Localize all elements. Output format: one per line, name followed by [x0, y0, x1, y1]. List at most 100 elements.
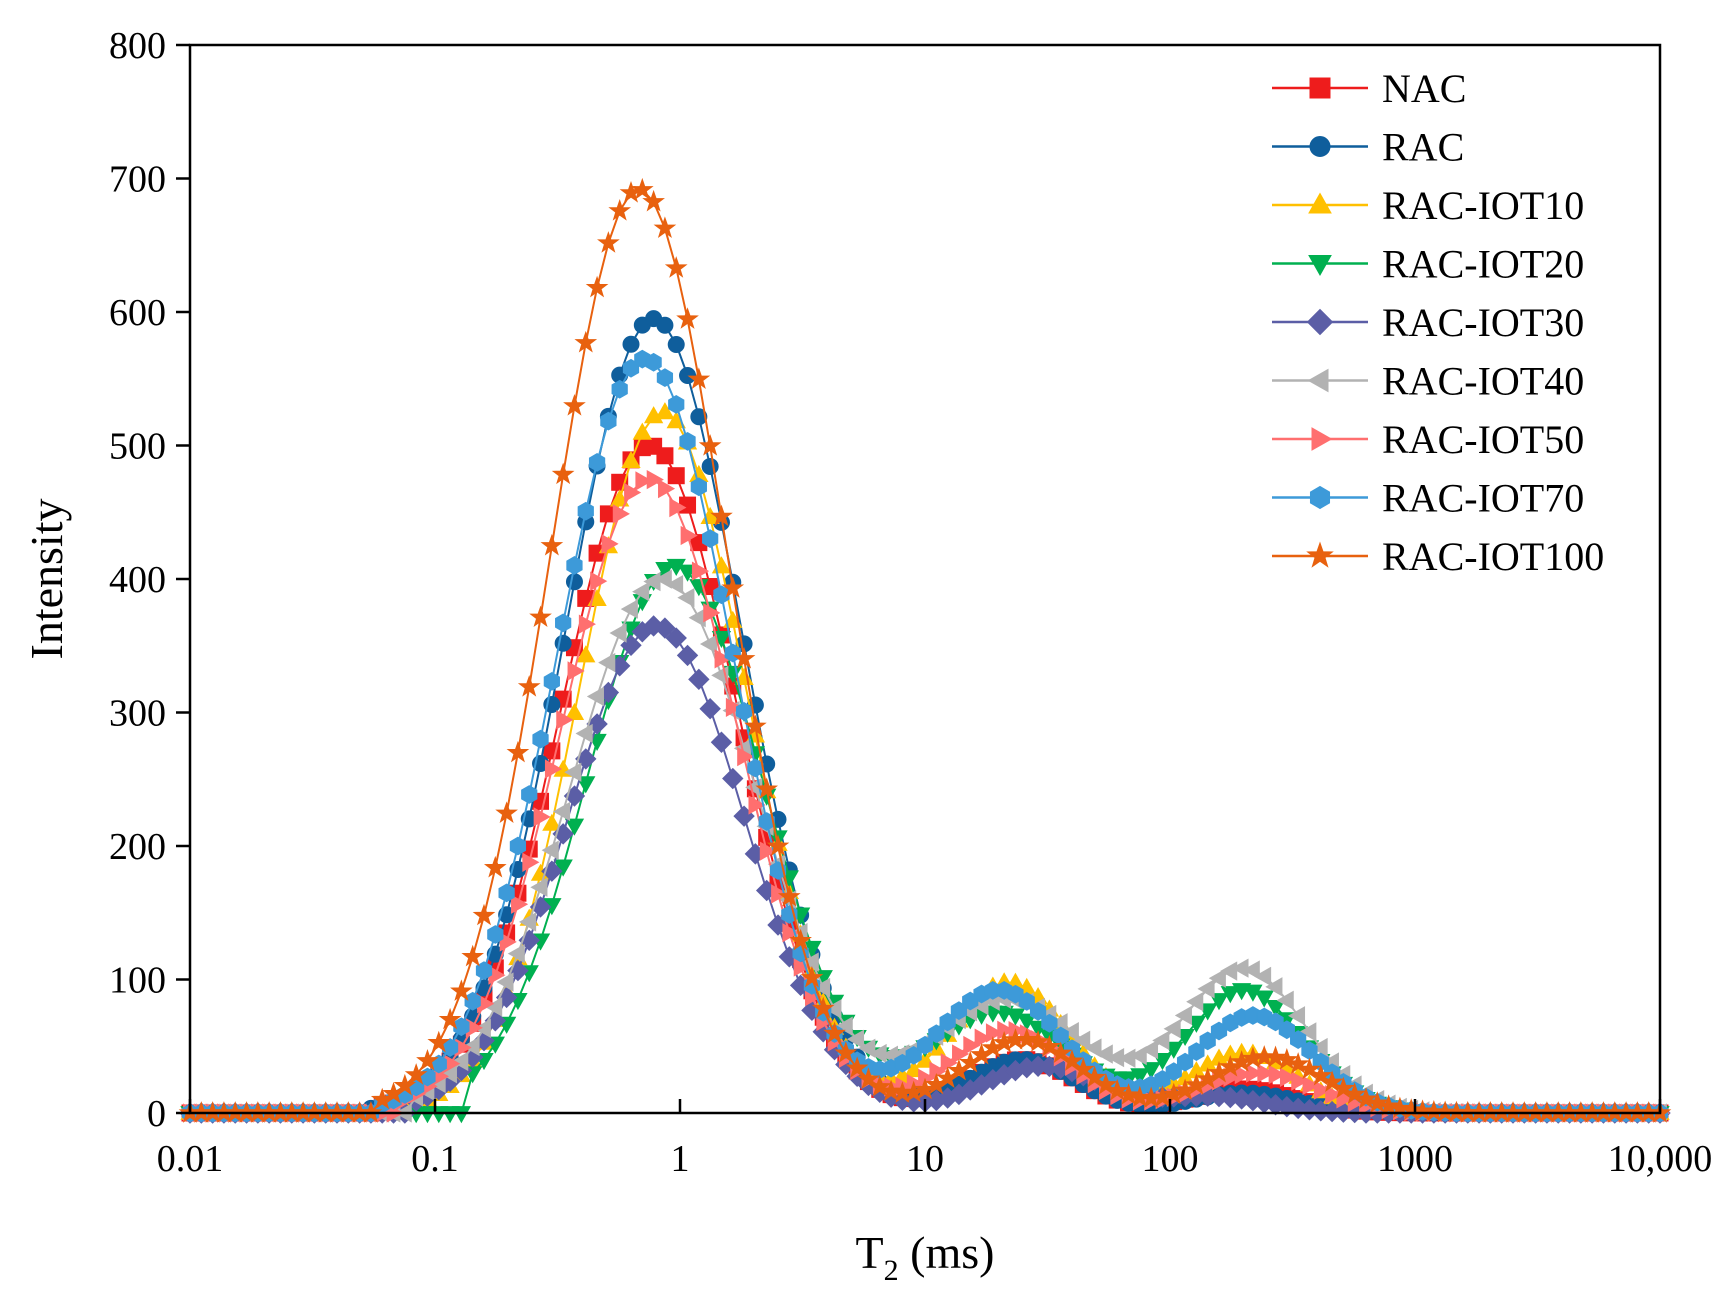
data-point — [1061, 1021, 1079, 1042]
data-point — [1290, 1030, 1307, 1049]
data-point — [609, 623, 627, 643]
axes-layer: 0 100 200 300 400 500 600 700 800 0.01 0.1 1 10 100 10… — [21, 25, 1712, 1287]
data-point — [483, 855, 507, 878]
data-point — [1152, 1053, 1173, 1071]
data-point — [666, 574, 684, 595]
data-point — [1141, 1062, 1161, 1080]
data-point — [879, 1079, 903, 1102]
data-point — [699, 698, 721, 720]
data-point — [1152, 1030, 1170, 1051]
data-point — [540, 533, 564, 556]
data-point — [521, 785, 538, 804]
data-point — [656, 316, 674, 334]
data-point — [801, 952, 819, 972]
x-tick-label: 0.1 — [411, 1138, 459, 1180]
data-point — [690, 477, 707, 497]
data-point — [732, 646, 756, 669]
x-tick-label: 100 — [1142, 1138, 1199, 1180]
x-axis-title: T2 (ms) — [856, 1227, 995, 1287]
data-point — [1198, 1003, 1218, 1021]
data-point — [1276, 990, 1294, 1010]
data-point — [1278, 1020, 1295, 1040]
data-point — [563, 394, 586, 416]
data-point — [1320, 1070, 1344, 1092]
data-point — [1265, 977, 1283, 997]
x-tick-label: 10 — [906, 1138, 944, 1180]
data-point — [667, 335, 685, 353]
data-point — [564, 702, 585, 721]
data-point — [677, 564, 698, 582]
data-point — [1209, 993, 1229, 1011]
legend-item: RAC-IOT20 — [1272, 242, 1584, 287]
data-point — [438, 1007, 462, 1030]
data-point — [498, 883, 515, 903]
x-tick-label: 1000 — [1377, 1138, 1453, 1180]
legend-marker — [1306, 308, 1334, 336]
data-point — [1026, 1030, 1050, 1052]
legend-label: RAC-IOT10 — [1382, 183, 1584, 228]
data-point — [868, 1074, 892, 1097]
data-point — [624, 482, 642, 503]
data-point — [1310, 1037, 1328, 1058]
data-point — [598, 652, 616, 673]
data-point — [608, 199, 632, 221]
data-point — [1275, 1047, 1299, 1070]
data-point — [845, 1056, 869, 1078]
data-point — [574, 330, 598, 353]
data-point — [611, 379, 628, 399]
data-point — [985, 1023, 1004, 1043]
legend-item: RAC-IOT40 — [1272, 359, 1584, 404]
data-point — [529, 605, 552, 628]
data-point — [800, 965, 824, 988]
data-point — [735, 701, 753, 721]
legend-item: RAC-IOT50 — [1272, 417, 1584, 462]
data-point — [472, 903, 496, 926]
legend-marker — [1307, 368, 1329, 393]
data-point — [556, 710, 574, 730]
data-point — [1050, 1013, 1068, 1033]
data-point — [676, 644, 699, 667]
data-point — [676, 307, 699, 329]
legend-item: RAC-IOT10 — [1272, 183, 1584, 228]
data-point — [658, 478, 676, 499]
data-point — [533, 807, 551, 827]
data-point — [755, 777, 779, 799]
data-point — [519, 912, 537, 932]
data-point — [904, 1060, 924, 1078]
data-point — [577, 501, 594, 521]
legend-label: NAC — [1382, 66, 1466, 111]
legend-item: RAC-IOT30 — [1272, 300, 1584, 345]
data-point — [1174, 1005, 1192, 1026]
data-point — [688, 668, 710, 691]
y-tick-label: 200 — [109, 826, 166, 868]
data-point — [473, 1018, 491, 1039]
data-point — [701, 457, 719, 475]
data-point — [792, 943, 809, 963]
data-point — [748, 795, 766, 815]
legend-marker — [1311, 427, 1333, 451]
data-point — [1163, 1019, 1181, 1039]
data-point — [699, 634, 718, 654]
data-point — [668, 395, 685, 414]
data-point — [1175, 1028, 1195, 1047]
legend-label: RAC-IOT100 — [1382, 534, 1604, 579]
data-point — [1354, 1087, 1378, 1109]
data-point — [758, 812, 775, 831]
data-point — [475, 961, 493, 980]
data-point — [721, 576, 745, 598]
data-point — [654, 617, 676, 639]
data-point — [834, 1041, 858, 1063]
data-point — [427, 1030, 451, 1053]
data-point — [737, 746, 755, 767]
data-point — [1117, 1083, 1140, 1105]
data-point — [517, 675, 541, 697]
y-tick-label: 600 — [109, 292, 166, 334]
data-point — [1377, 1094, 1400, 1116]
data-point — [635, 471, 653, 491]
data-point — [552, 801, 571, 822]
data-point — [576, 645, 596, 663]
data-point — [541, 840, 559, 860]
data-point — [789, 928, 812, 951]
data-point — [759, 841, 777, 861]
data-point — [450, 979, 473, 1001]
